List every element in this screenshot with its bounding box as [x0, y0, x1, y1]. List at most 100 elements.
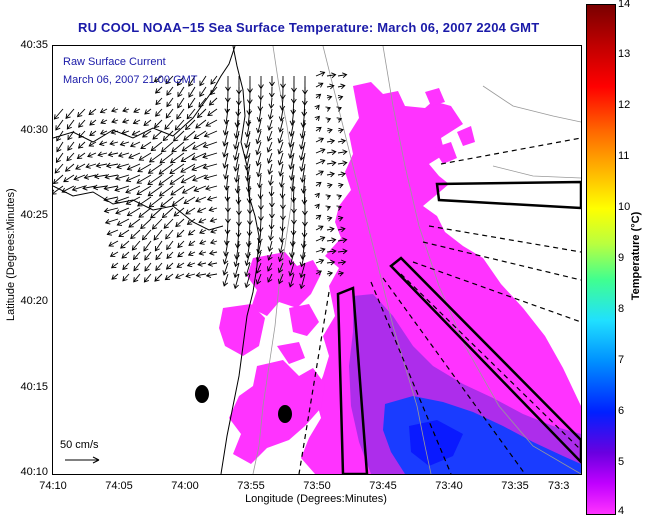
current-vector-head: [288, 260, 295, 266]
current-vector: [126, 196, 141, 205]
current-vector-head: [181, 188, 188, 194]
current-vector-head: [140, 144, 146, 150]
surface-current-vectors: [53, 71, 348, 290]
current-vector: [205, 185, 218, 190]
current-vector-head: [114, 186, 120, 193]
current-vector-head: [338, 215, 344, 222]
current-vector: [148, 196, 163, 208]
current-vector: [210, 75, 218, 85]
current-vector: [292, 97, 295, 115]
current-vector: [223, 262, 229, 276]
current-vector: [337, 140, 346, 143]
current-vector-head: [169, 169, 175, 175]
current-vector-head: [255, 138, 262, 145]
current-vector: [267, 141, 273, 153]
current-vector-head: [97, 151, 103, 158]
current-vector-head: [255, 279, 262, 285]
current-vector-head: [267, 266, 273, 272]
current-vector-head: [64, 166, 71, 172]
current-vector-head: [329, 138, 336, 145]
current-vector: [245, 141, 251, 159]
current-vector-head: [340, 259, 347, 266]
current-vector-head: [288, 164, 295, 170]
current-vector: [120, 240, 130, 249]
current-vector-head: [122, 276, 128, 282]
x-axis-title: Longitude (Degrees:Minutes): [245, 493, 387, 505]
current-vector-head: [176, 262, 182, 268]
current-vector: [181, 152, 196, 162]
current-vector-head: [109, 140, 115, 146]
current-vector-head: [233, 283, 239, 290]
current-vector: [208, 262, 218, 266]
shipping-lanes: [336, 180, 581, 474]
current-vector: [326, 250, 336, 253]
current-vector-head: [266, 147, 273, 153]
current-vector: [315, 93, 321, 99]
map-svg: [53, 46, 581, 474]
current-vector-head: [327, 270, 334, 277]
current-vector: [103, 196, 119, 201]
current-vector-head: [78, 122, 84, 128]
current-vector-head: [222, 163, 229, 169]
current-vector-head: [342, 160, 348, 167]
current-vector: [235, 251, 240, 267]
current-vector-head: [154, 246, 160, 252]
x-tick-label: 73:55: [237, 480, 265, 492]
current-vector-head: [103, 185, 109, 191]
current-vector-head: [87, 152, 93, 158]
current-vector: [224, 163, 229, 179]
current-vector-head: [184, 124, 191, 131]
current-vector-head: [256, 127, 262, 134]
current-vector-head: [267, 255, 273, 261]
current-vector-head: [107, 151, 114, 158]
current-vector-head: [186, 261, 193, 268]
colorbar-tick: 5: [618, 456, 625, 468]
current-vector-head: [222, 259, 229, 265]
current-vector: [203, 163, 218, 169]
current-vector: [203, 141, 218, 148]
current-vector-head: [340, 226, 346, 233]
current-vector: [279, 251, 284, 262]
current-vector: [234, 262, 240, 278]
current-vector: [53, 185, 64, 194]
current-vector: [53, 174, 64, 184]
current-vector: [289, 273, 295, 287]
current-vector-head: [142, 132, 148, 138]
current-vector-head: [92, 184, 99, 191]
current-vector-head: [342, 72, 348, 79]
current-vector-head: [177, 252, 183, 258]
current-vector-head: [148, 202, 154, 208]
current-vector: [143, 240, 152, 252]
current-vector-head: [314, 115, 320, 122]
current-vector: [257, 119, 262, 133]
current-vector-head: [234, 122, 241, 128]
current-vector-head: [199, 228, 205, 234]
current-vector: [175, 273, 185, 279]
x-tick-label: 73:3: [548, 480, 570, 492]
current-vector-head: [255, 257, 262, 263]
current-vector-head: [256, 248, 262, 255]
y-tick-label: 40:10: [20, 466, 48, 478]
current-vector: [236, 229, 240, 248]
current-vector-head: [338, 182, 344, 189]
current-vector: [258, 229, 262, 243]
current-vector-head: [234, 254, 240, 260]
current-vector-head: [234, 243, 241, 249]
current-vector-head: [203, 174, 209, 181]
current-vector: [257, 163, 262, 177]
current-vector-head: [103, 207, 110, 214]
y-tick-label: 40:30: [20, 124, 48, 136]
current-vector-head: [301, 199, 308, 205]
current-vector: [279, 163, 284, 176]
current-vector-head: [289, 120, 296, 126]
current-vector-head: [256, 116, 263, 123]
current-vector-head: [89, 120, 95, 126]
current-vector-head: [191, 165, 197, 172]
current-vector-head: [340, 83, 346, 90]
current-vector-head: [223, 240, 230, 246]
current-vector-head: [144, 255, 150, 261]
current-vector: [161, 141, 174, 153]
current-vector: [56, 130, 64, 142]
current-vector: [144, 251, 152, 261]
current-vector: [257, 240, 262, 254]
